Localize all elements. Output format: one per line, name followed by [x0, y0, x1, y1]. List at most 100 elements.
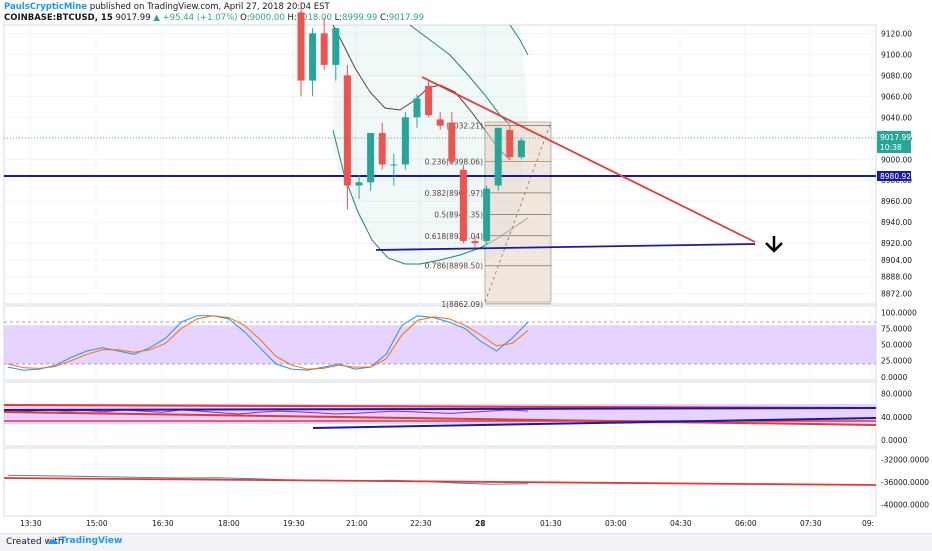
- candlestick-series: [297, 1, 525, 249]
- time-tick-label: 04:30: [670, 519, 692, 528]
- price-tick-label: 9100.00: [881, 50, 912, 59]
- price-axis: 9120.009100.009080.009060.009040.009020.…: [881, 29, 912, 298]
- time-tick-label: 15:00: [86, 519, 108, 528]
- candle-body: [401, 117, 409, 165]
- price-tick-label: 9000.00: [881, 155, 912, 164]
- candle-body: [297, 12, 305, 81]
- tradingview-logo-icon: [48, 538, 58, 549]
- symbol-line: COINBASE:BTCUSD, 15 9017.99 ▲ +95.44 (+1…: [4, 13, 424, 23]
- oscillator-tick-label: 40.0000: [881, 413, 912, 422]
- fibonacci-level-label: 0.5(8947.35): [434, 210, 483, 219]
- oscillator-blue-line-1: [3, 407, 877, 411]
- time-tick-label: 18:00: [218, 519, 240, 528]
- oscillator-tick-label: 0.0000: [881, 436, 907, 445]
- price-tick-label: 8960.00: [881, 197, 912, 206]
- candle-body: [436, 119, 444, 126]
- oscillator-series-line: [7, 315, 529, 370]
- publish-info: published on TradingView.com, April 27, …: [89, 2, 330, 12]
- price-tick-label: 8904.00: [881, 256, 912, 265]
- fibonacci-level-label: (9032.21): [446, 121, 483, 130]
- price-tick-label: 8872.00: [881, 290, 912, 299]
- candle-body: [332, 28, 340, 65]
- footer: Created with TradingView: [0, 533, 932, 551]
- close-label: C:: [380, 13, 389, 23]
- high-value: 9018.00: [296, 13, 332, 23]
- bollinger-band-fill: [333, 25, 528, 266]
- fibonacci-level-label: 1(8862.09): [441, 300, 483, 309]
- candle-body: [355, 182, 363, 186]
- oscillator-tick-label: 25.0000: [881, 357, 912, 366]
- price-tick-label: 9040.00: [881, 113, 912, 122]
- stochastic-band: [4, 325, 876, 364]
- last-price: 9017.99: [115, 13, 151, 23]
- support-trendline[interactable]: [375, 243, 756, 251]
- candle-body: [390, 164, 398, 166]
- oscillator-series-line: [7, 409, 529, 415]
- oscillator-tick-label: 100.0000: [881, 308, 917, 317]
- stochastic-lines: [7, 315, 529, 371]
- bollinger-upper-line: [332, 24, 511, 161]
- candle-body: [459, 169, 467, 242]
- candle-body: [471, 241, 479, 244]
- price-tick-label: 8940.00: [881, 218, 912, 227]
- created-with-label: Created with: [6, 537, 64, 547]
- oscillator-tick-label: 80.0000: [881, 390, 912, 399]
- chart-header: PaulsCrypticMine published on TradingVie…: [0, 0, 932, 26]
- time-tick-label: 16:30: [152, 519, 174, 528]
- oscillator-series-line: [7, 315, 529, 371]
- candle-body: [309, 33, 317, 81]
- fibonacci-level-label: 0.236(8998.06): [425, 157, 483, 166]
- chart-canvas[interactable]: 9120.009100.009080.009060.009040.009020.…: [0, 0, 932, 533]
- time-axis: 13:30 15:00 16:30 18:00 19:30 21:00 22:30 28 01:…: [20, 519, 874, 528]
- close-value: 9017.99: [388, 13, 424, 23]
- arrow-down-icon: [765, 236, 783, 253]
- time-tick-label: 01:30: [540, 519, 562, 528]
- fibonacci-diagonal: [484, 121, 552, 303]
- candle-body: [483, 188, 491, 242]
- fibonacci-level-label: 0.618(8927.04): [425, 232, 483, 241]
- high-label: H:: [287, 13, 297, 23]
- bollinger-top-right-line: [509, 24, 529, 56]
- time-tick-label: 06:00: [735, 519, 757, 528]
- candle-body: [320, 33, 328, 65]
- price-tick-label: 9060.00: [881, 92, 912, 101]
- open-label: O:: [240, 13, 250, 23]
- countdown-tag-text: 10:38: [880, 143, 902, 152]
- oscillator-axes: 100.0000 75.0000 50.0000 25.0000 0.0000 80.00…: [881, 308, 929, 509]
- candle-body: [448, 122, 456, 162]
- candle-body: [343, 75, 351, 186]
- oscillator-blue-line-2: [312, 417, 877, 429]
- open-value: 9000.00: [249, 13, 285, 23]
- support-level-tag: 8980.92: [877, 171, 911, 181]
- symbol-name[interactable]: COINBASE:BTCUSD, 15: [4, 13, 113, 23]
- candle-body: [378, 133, 386, 165]
- last-price-tag: 9017.99 10:38: [877, 131, 911, 153]
- time-tick-label: 19:30: [283, 519, 305, 528]
- time-tick-label: 28: [475, 519, 485, 528]
- oscillator-tick-label: -36000.0000: [881, 478, 929, 487]
- oscillator-lines: [7, 409, 529, 415]
- fibonacci-levels: (9032.21) 0.236(8998.06) 0.382(8967.97) 0.5…: [425, 121, 551, 309]
- oscillator-tick-label: -40000.0000: [881, 501, 929, 510]
- descending-trendline[interactable]: [421, 76, 756, 243]
- price-tick-label: 9080.00: [881, 71, 912, 80]
- last-price-tag-text: 9017.99: [880, 133, 911, 142]
- oscillator-tick-label: 75.0000: [881, 325, 912, 334]
- price-tick-label: 9120.00: [881, 29, 912, 38]
- candle-body: [494, 127, 502, 186]
- time-tick-label: 22:30: [410, 519, 432, 528]
- low-value: 8999.99: [342, 13, 378, 23]
- candle-body: [413, 98, 421, 118]
- candle-body: [425, 85, 433, 116]
- oscillator-tick-label: 50.0000: [881, 341, 912, 350]
- oscillator-tick-label: 0.0000: [881, 373, 907, 382]
- support-level-tag-text: 8980.92: [880, 172, 911, 181]
- price-change: ▲ +95.44 (+1.07%): [153, 13, 238, 23]
- low-label: L:: [334, 13, 343, 23]
- volume-trendline: [3, 477, 877, 486]
- time-tick-label: 09:: [862, 519, 874, 528]
- author-link[interactable]: PaulsCrypticMine: [4, 2, 88, 12]
- tradingview-brand[interactable]: TradingView: [60, 536, 123, 546]
- time-tick-label: 21:00: [346, 519, 368, 528]
- time-tick-label: 03:00: [605, 519, 627, 528]
